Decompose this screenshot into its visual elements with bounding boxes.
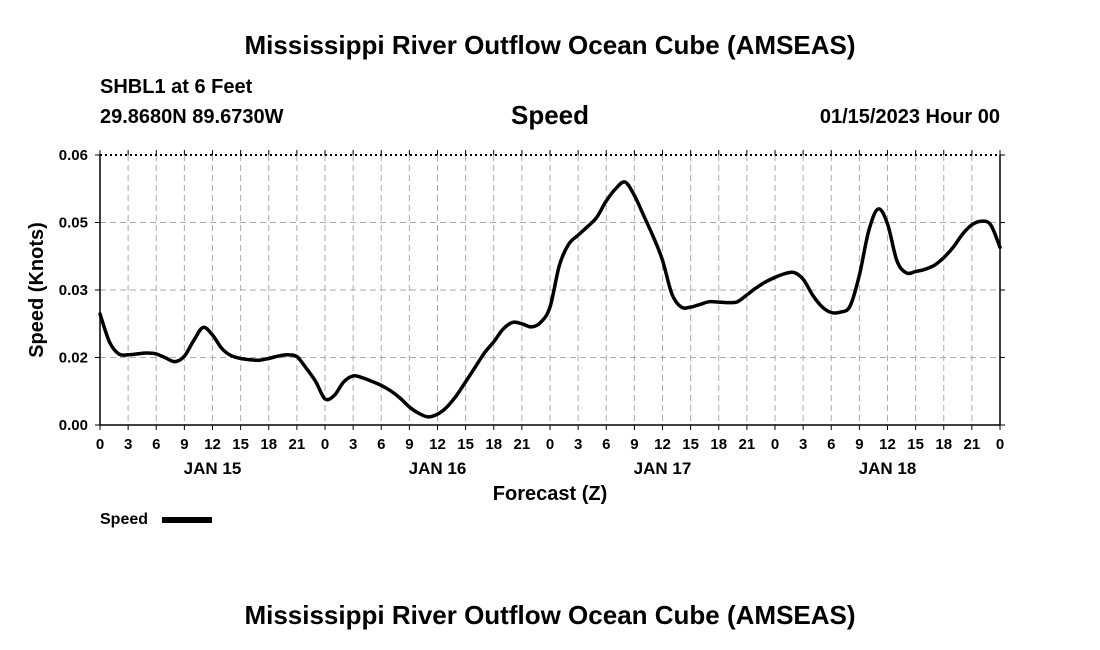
x-tick-label: 15 — [907, 436, 924, 453]
location-label: 29.8680N 89.6730W — [100, 106, 284, 128]
axis-labels: 0 3 6 9 12 15 18 21 0 3 6 9 12 15 18 21 0 3 6 9 12 15 18 21 0 3 6 9… — [26, 147, 1004, 505]
footer-title: Mississippi River Outflow Ocean Cube (AM… — [244, 600, 856, 630]
day-label: JAN 18 — [859, 459, 917, 478]
x-tick-label: 0 — [546, 436, 554, 453]
x-tick-label: 0 — [771, 436, 779, 453]
x-tick-label: 15 — [232, 436, 249, 453]
x-tick-label: 21 — [739, 436, 756, 453]
x-tick-label: 9 — [405, 436, 413, 453]
x-tick-label: 0 — [96, 436, 104, 453]
day-label: JAN 16 — [409, 459, 467, 478]
x-axis-title: Forecast (Z) — [493, 483, 607, 505]
x-tick-label: 18 — [485, 436, 502, 453]
x-tick-label: 0 — [996, 436, 1004, 453]
y-tick-label: 0.06 — [59, 147, 88, 164]
x-tick-label: 21 — [514, 436, 531, 453]
grid-lines — [100, 155, 1000, 425]
x-tick-label: 6 — [827, 436, 835, 453]
x-tick-label: 15 — [457, 436, 474, 453]
x-tick-label: 0 — [321, 436, 329, 453]
y-tick-label: 0.03 — [59, 282, 88, 299]
x-tick-label: 12 — [879, 436, 896, 453]
series-layer — [98, 180, 1002, 419]
x-tick-label: 3 — [799, 436, 807, 453]
x-tick-label: 9 — [855, 436, 863, 453]
day-label: JAN 15 — [184, 459, 242, 478]
variable-title: Speed — [510, 100, 590, 130]
x-tick-label: 12 — [654, 436, 671, 453]
x-tick-label: 12 — [204, 436, 221, 453]
x-tick-label: 9 — [630, 436, 638, 453]
x-tick-label: 3 — [349, 436, 357, 453]
y-tick-label: 0.00 — [59, 417, 88, 434]
x-tick-label: 6 — [602, 436, 610, 453]
legend-swatch — [162, 517, 212, 523]
x-tick-label: 3 — [124, 436, 132, 453]
axes — [95, 150, 1005, 430]
x-tick-label: 9 — [180, 436, 188, 453]
x-tick-label: 21 — [289, 436, 306, 453]
x-tick-label: 18 — [260, 436, 277, 453]
station-label: SHBL1 at 6 Feet — [100, 76, 253, 98]
x-tick-label: 21 — [964, 436, 981, 453]
y-axis-title: Speed (Knots) — [26, 222, 48, 358]
speed-series-line — [98, 180, 1002, 419]
x-tick-label: 12 — [429, 436, 446, 453]
x-tick-label: 18 — [710, 436, 727, 453]
x-tick-label: 18 — [935, 436, 952, 453]
x-tick-label: 15 — [682, 436, 699, 453]
legend: Speed — [100, 511, 212, 528]
y-tick-label: 0.05 — [59, 215, 88, 232]
x-tick-label: 6 — [152, 436, 160, 453]
main-title: Mississippi River Outflow Ocean Cube (AM… — [244, 30, 856, 60]
x-tick-label: 3 — [574, 436, 582, 453]
forecast-datetime: 01/15/2023 Hour 00 — [819, 106, 1000, 128]
x-tick-label: 6 — [377, 436, 385, 453]
legend-label: Speed — [100, 511, 148, 528]
day-label: JAN 17 — [634, 459, 692, 478]
y-tick-label: 0.02 — [59, 350, 88, 367]
